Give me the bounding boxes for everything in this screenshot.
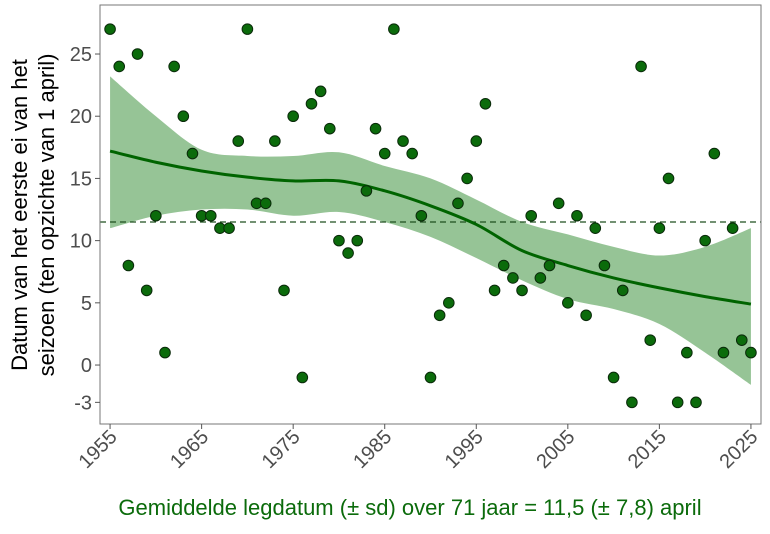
data-point — [269, 135, 281, 147]
data-point — [113, 60, 126, 73]
data-point — [296, 371, 309, 384]
plot-panel-border — [99, 4, 762, 425]
data-point — [388, 23, 400, 35]
x-tick-label: 1955 — [75, 426, 122, 473]
data-point — [159, 346, 171, 359]
x-tick-label: 2015 — [624, 426, 671, 473]
data-point — [369, 122, 382, 135]
data-point — [479, 97, 492, 110]
data-point — [708, 147, 721, 160]
data-point — [562, 297, 574, 309]
x-tick-label: 1995 — [441, 426, 488, 473]
data-point — [424, 371, 437, 384]
data-point — [644, 334, 657, 346]
data-point — [461, 172, 473, 185]
data-point — [488, 284, 501, 297]
data-point — [168, 60, 180, 73]
data-point — [726, 222, 739, 234]
data-point — [470, 135, 483, 147]
y-axis-label-line2: seizoen (ten opzichte van 1 april) — [34, 54, 59, 377]
data-point — [378, 147, 391, 160]
y-tick-label: 20 — [70, 106, 92, 128]
data-point — [140, 284, 153, 297]
smooth-fit-layer — [109, 149, 752, 306]
x-tick-label: 2005 — [532, 426, 579, 473]
data-point — [287, 110, 299, 123]
data-point — [177, 110, 190, 123]
data-point — [580, 309, 592, 322]
x-tick-label: 1985 — [349, 426, 396, 473]
data-point — [360, 185, 373, 197]
data-point — [351, 234, 364, 247]
data-point — [314, 85, 327, 98]
data-point — [598, 259, 611, 272]
y-tick-label: 5 — [81, 293, 92, 315]
data-point — [397, 135, 409, 147]
confidence-ribbon — [110, 76, 751, 385]
y-tick-label: 15 — [70, 168, 92, 190]
data-point — [452, 197, 464, 210]
data-point — [415, 209, 428, 222]
y-tick-label: 25 — [70, 44, 92, 66]
data-point — [241, 23, 254, 35]
data-point — [223, 222, 235, 234]
y-tick-label: 10 — [70, 231, 92, 253]
data-point — [525, 209, 538, 222]
data-point — [333, 234, 345, 247]
y-axis-label-line1: Datum van het eerste ei van het — [7, 59, 32, 371]
data-point — [690, 396, 702, 409]
data-point — [342, 247, 354, 259]
data-point — [552, 197, 565, 210]
data-point — [259, 197, 272, 210]
data-point — [433, 309, 446, 322]
y-tick-label: 0 — [81, 355, 92, 377]
data-point — [571, 209, 583, 222]
data-point — [681, 346, 693, 359]
data-point — [305, 97, 318, 110]
y-tick-label: -3 — [74, 392, 92, 414]
data-point — [607, 371, 620, 384]
data-point — [150, 209, 162, 222]
data-point — [662, 172, 675, 185]
data-point — [497, 259, 510, 272]
data-point — [653, 222, 666, 234]
data-point — [323, 122, 336, 135]
x-axis-label: Gemiddelde legdatum (± sd) over 71 jaar … — [118, 495, 701, 520]
x-tick-label: 2025 — [715, 426, 762, 473]
data-point — [131, 48, 144, 60]
confidence-ribbon-layer — [110, 76, 751, 385]
data-point — [534, 272, 547, 284]
y-axis: 25 20 15 10 5 0 -3 — [70, 44, 100, 414]
data-point — [516, 284, 528, 297]
x-tick-label: 1965 — [166, 426, 213, 473]
data-point — [543, 259, 556, 272]
data-point — [507, 272, 519, 284]
data-point — [406, 147, 418, 160]
x-axis: 1955 1965 1975 1985 1995 2005 2015 2025 — [75, 424, 762, 473]
data-point — [278, 284, 290, 297]
data-point — [717, 346, 730, 359]
data-point — [635, 60, 647, 73]
data-point — [122, 259, 135, 272]
data-point — [443, 297, 455, 309]
data-point — [104, 23, 116, 35]
data-point — [232, 135, 245, 147]
points-layer — [104, 23, 757, 409]
data-point — [735, 334, 748, 346]
data-point — [699, 234, 711, 247]
data-point — [589, 222, 602, 234]
x-tick-label: 1975 — [258, 426, 305, 473]
data-point — [626, 396, 638, 409]
data-point — [745, 346, 757, 359]
data-point — [186, 147, 199, 160]
data-point — [671, 396, 684, 409]
smooth-fit-line — [109, 149, 752, 306]
data-point — [616, 284, 629, 297]
data-point — [204, 209, 217, 222]
